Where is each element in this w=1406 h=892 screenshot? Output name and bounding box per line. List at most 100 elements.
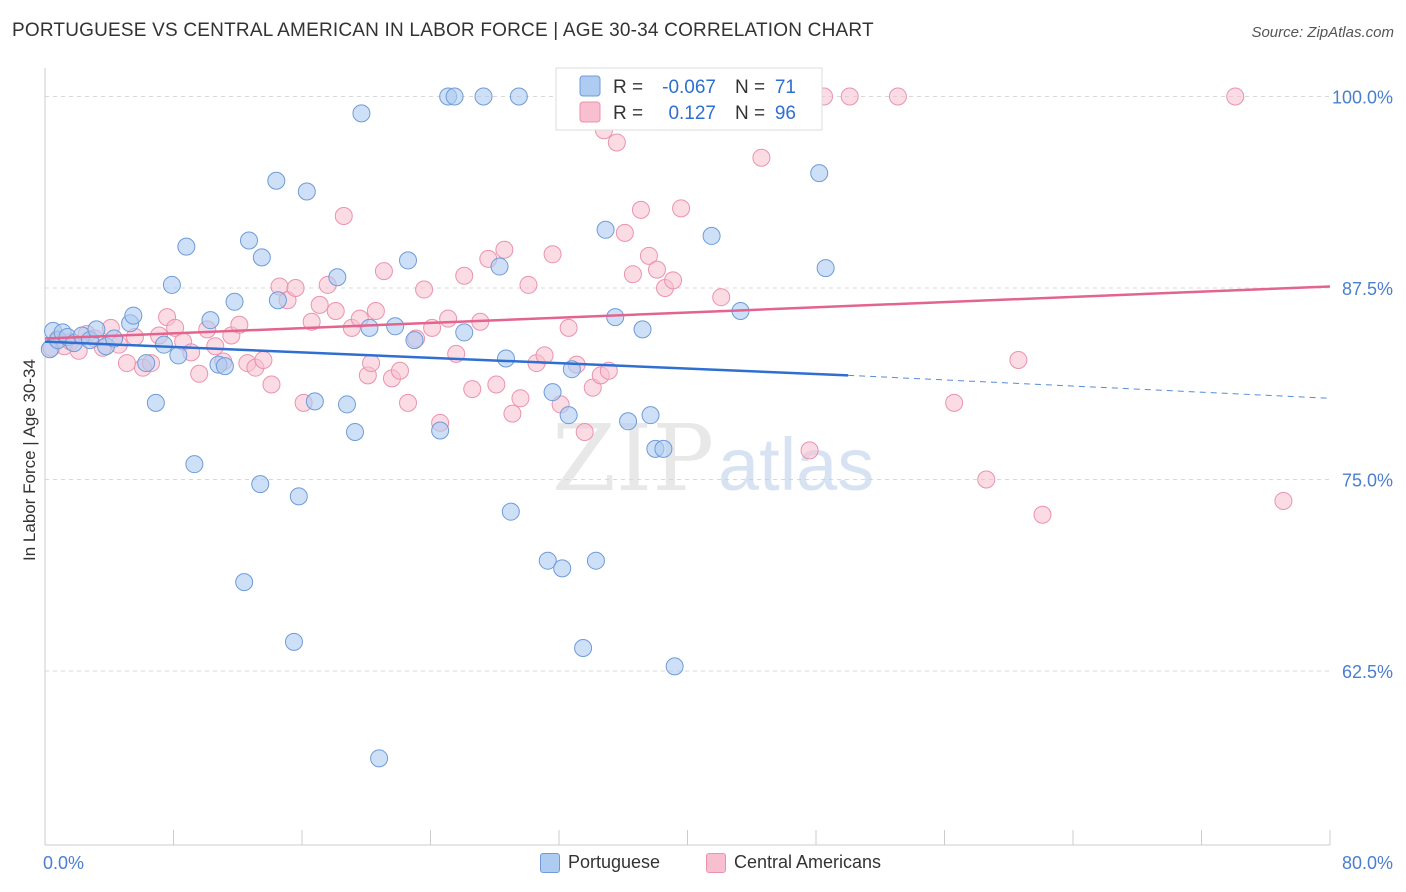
legend-r-label-central: R = <box>613 103 643 124</box>
central-point-24 <box>230 315 249 334</box>
central-point-92 <box>1226 87 1245 106</box>
portuguese-point-53 <box>543 383 562 402</box>
portuguese-point-54 <box>553 559 572 578</box>
bottom-legend-label-central: Central Americans <box>734 852 882 872</box>
portuguese-point-34 <box>328 268 347 287</box>
portuguese-point-13 <box>137 354 156 373</box>
central-point-42 <box>374 262 393 281</box>
central-point-67 <box>575 423 594 442</box>
portuguese-point-67 <box>702 226 721 245</box>
bottom-legend-swatch-portuguese <box>540 852 560 873</box>
y-tick-label-0: 62.5% <box>1342 662 1393 682</box>
portuguese-trend-line <box>44 340 849 377</box>
portuguese-point-19 <box>185 455 204 474</box>
chart-title: PORTUGUESE VS CENTRAL AMERICAN IN LABOR … <box>12 20 874 41</box>
y-tick-label-3: 100.0% <box>1332 88 1393 108</box>
portuguese-point-46 <box>455 323 474 342</box>
central-point-53 <box>463 380 482 399</box>
central-point-28 <box>262 375 281 394</box>
portuguese-trend-extension <box>848 374 1331 399</box>
legend-n-value-portuguese: 71 <box>775 77 796 98</box>
portuguese-point-57 <box>574 639 593 658</box>
central-point-60 <box>519 275 538 294</box>
watermark: ZIP atlas <box>552 405 874 512</box>
bottom-legend-label-portuguese: Portuguese <box>568 852 661 872</box>
central-point-31 <box>286 279 305 297</box>
portuguese-point-14 <box>146 393 165 412</box>
tick-label-layer: 62.5% 75.0% 87.5% 100.0% 0.0% 80.0% <box>43 88 1393 874</box>
portuguese-point-59 <box>596 220 615 239</box>
central-point-80 <box>712 288 731 307</box>
legend-n-label-central: N = <box>735 103 765 124</box>
watermark-atlas: atlas <box>718 423 874 506</box>
portuguese-point-61 <box>619 412 638 431</box>
portuguese-point-40 <box>386 317 405 336</box>
central-point-85 <box>840 87 859 106</box>
portuguese-point-48 <box>490 257 509 276</box>
central-point-47 <box>415 280 434 299</box>
portuguese-point-50 <box>501 502 520 521</box>
portuguese-point-36 <box>346 423 365 442</box>
central-point-88 <box>977 470 996 489</box>
bottom-legend-swatch-central <box>706 852 726 873</box>
portuguese-point-66 <box>665 657 684 676</box>
trend-layer <box>44 285 1331 399</box>
portuguese-point-28 <box>267 171 286 190</box>
central-trend-line <box>44 285 1331 340</box>
x-tick-label-1: 80.0% <box>1342 853 1393 873</box>
central-point-95 <box>362 354 381 373</box>
central-point-74 <box>631 200 650 219</box>
portuguese-point-8 <box>87 320 106 339</box>
portuguese-point-39 <box>370 749 389 768</box>
central-point-72 <box>615 223 634 242</box>
legend-r-value-portuguese: -0.067 <box>662 77 716 98</box>
x-tick-label-0: 0.0% <box>43 853 84 873</box>
legend-box: R = -0.067 N = 71 R = 0.127 N = 96 <box>555 67 823 131</box>
central-point-81 <box>752 148 771 167</box>
portuguese-point-63 <box>641 406 660 425</box>
legend-r-value-central: 0.127 <box>668 103 716 124</box>
portuguese-point-69 <box>810 164 829 183</box>
central-point-65 <box>559 318 578 337</box>
portuguese-point-62 <box>633 320 652 339</box>
portuguese-point-47 <box>474 87 493 106</box>
central-point-36 <box>326 301 345 320</box>
portuguese-point-17 <box>169 346 188 365</box>
bottom-legend-central[interactable]: Central Americans <box>706 852 881 873</box>
portuguese-point-32 <box>297 182 316 201</box>
bottom-legend-portuguese[interactable]: Portuguese <box>540 852 660 873</box>
central-point-58 <box>503 404 522 423</box>
central-point-79 <box>672 199 691 218</box>
portuguese-point-23 <box>225 292 244 311</box>
central-point-57 <box>495 240 514 259</box>
central-point-91 <box>1274 491 1293 510</box>
central-point-44 <box>390 361 409 380</box>
portuguese-point-33 <box>305 392 324 411</box>
central-point-10 <box>117 354 136 373</box>
y-tick-label-2: 87.5% <box>1342 279 1393 299</box>
central-point-86 <box>888 87 907 106</box>
portuguese-point-35 <box>337 395 356 414</box>
central-point-76 <box>647 260 666 279</box>
central-point-59 <box>511 389 530 408</box>
central-point-56 <box>487 375 506 394</box>
central-point-78 <box>664 271 683 290</box>
portuguese-point-26 <box>251 475 270 494</box>
portuguese-point-27 <box>252 248 271 267</box>
portuguese-points <box>40 87 835 768</box>
chart-source: Source: ZipAtlas.com <box>1251 24 1394 41</box>
portuguese-point-24 <box>235 573 254 592</box>
central-point-34 <box>310 295 329 314</box>
portuguese-point-37 <box>352 104 371 123</box>
central-point-63 <box>543 245 562 264</box>
central-point-52 <box>455 266 474 285</box>
portuguese-point-49 <box>496 349 515 368</box>
central-point-27 <box>254 351 273 370</box>
central-point-87 <box>945 393 964 412</box>
legend-n-value-central: 96 <box>775 103 796 124</box>
portuguese-point-20 <box>201 311 220 330</box>
portuguese-point-31 <box>289 487 308 506</box>
portuguese-point-29 <box>268 291 287 310</box>
central-point-33 <box>302 312 321 331</box>
legend-swatch-portuguese <box>579 75 601 97</box>
